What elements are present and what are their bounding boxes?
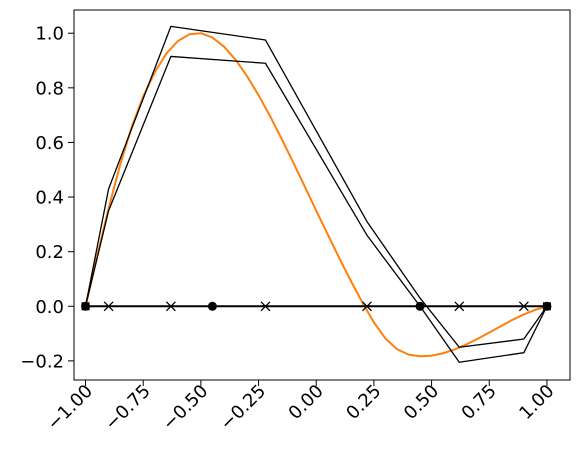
dot-marker [207,301,217,311]
dot-marker [415,301,425,311]
x-tick-label: 0.25 [342,381,385,424]
y-tick-label: 0.0 [35,297,64,318]
x-tick-label: −0.50 [159,381,213,435]
y-tick-label: 0.8 [35,78,64,99]
y-tick-label: 0.4 [35,188,64,209]
square-marker [81,302,90,311]
x-tick-label: 1.00 [515,381,558,424]
square-marker [542,302,551,311]
y-tick-label: 0.6 [35,133,64,154]
cross-marker [362,301,372,312]
cross-marker [454,301,465,312]
x-tick-label: −0.75 [101,381,155,435]
series-line-curve [84,32,548,358]
cross-marker [518,301,529,312]
x-tick-label: 0.00 [285,381,328,424]
series-line-black-outline-upper [84,25,548,348]
cross-marker [260,301,271,312]
y-tick-label: 0.2 [35,242,64,263]
plot-area [81,25,552,363]
y-tick-label: 1.0 [35,24,64,45]
series-line-black-outline-lower [84,55,548,363]
y-tick-label: −0.2 [20,351,64,372]
x-tick-label: −0.25 [216,381,270,435]
cross-marker [103,301,114,312]
cross-marker [165,301,176,312]
x-tick-label: −1.00 [43,381,97,435]
x-tick-label: 0.75 [458,381,501,424]
x-tick-label: 0.50 [400,381,443,424]
axes-frame [73,9,571,381]
